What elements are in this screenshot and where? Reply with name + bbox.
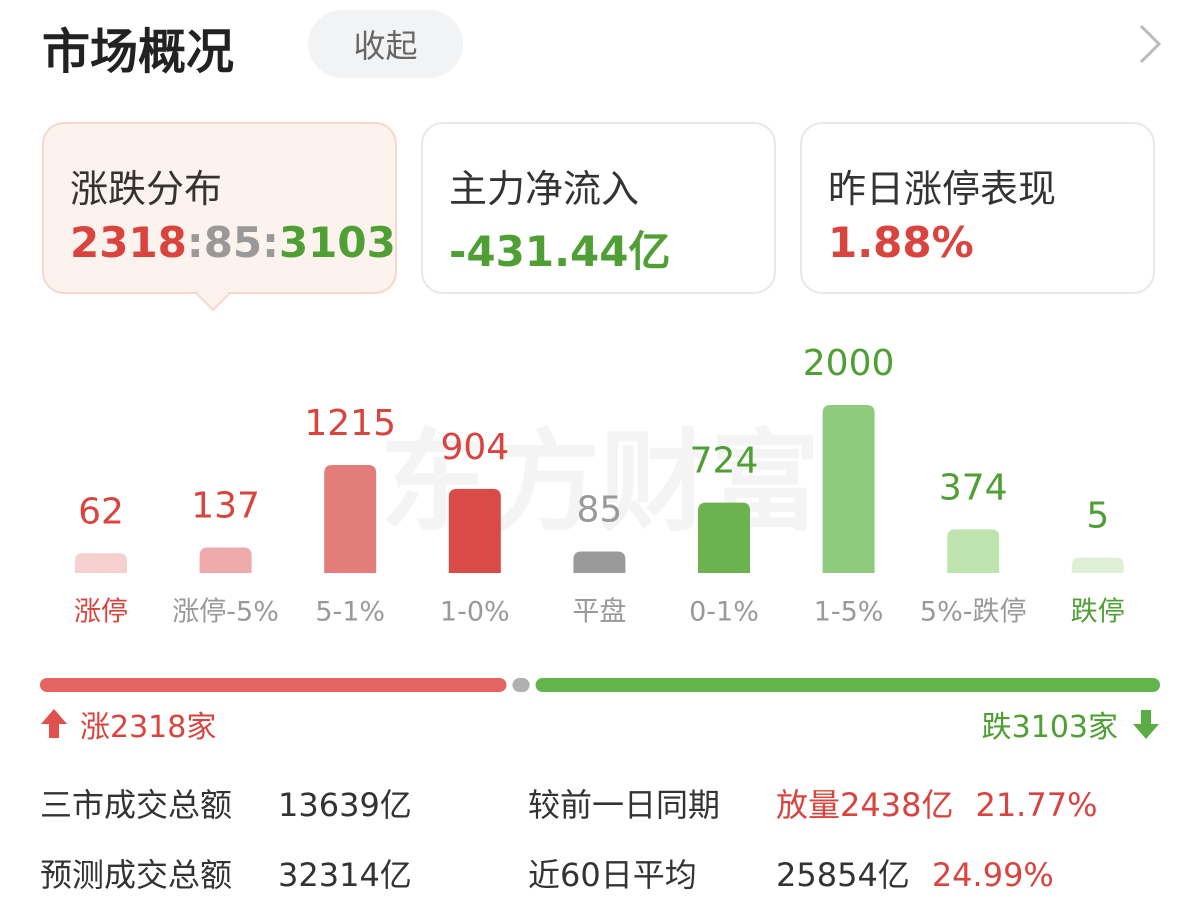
value-label: 904 xyxy=(440,427,509,468)
up-arrow-icon xyxy=(41,709,67,738)
breadth-segment xyxy=(40,678,507,692)
card-label: 昨日涨停表现 xyxy=(828,167,1057,211)
stat-value: 25854亿 24.99% xyxy=(776,850,1054,896)
value-label: 85 xyxy=(576,489,622,530)
card-label: 主力净流入 xyxy=(449,167,640,211)
stat-percent: 21.77% xyxy=(975,786,1098,824)
bar xyxy=(822,405,875,573)
value-label: 1215 xyxy=(304,403,396,444)
title: 市场概况 xyxy=(42,24,235,80)
value-label: 137 xyxy=(191,486,260,527)
category-label: 5-1% xyxy=(315,597,385,628)
down-count: 3103 xyxy=(278,218,396,267)
flat-count: 85 xyxy=(203,218,263,267)
card-value: 2318:85:3103 xyxy=(70,218,396,267)
category-label: 0-1% xyxy=(689,597,759,628)
chart: 东方财富 62涨停137涨停-5%12155-1%9041-0%85平盘7240… xyxy=(74,343,1125,628)
stat-label: 近60日平均 xyxy=(528,856,697,894)
bar xyxy=(1071,557,1124,573)
value-label: 2000 xyxy=(803,343,895,384)
value-label: 5 xyxy=(1086,496,1109,537)
stat-percent: 24.99% xyxy=(931,856,1054,894)
card-pointer xyxy=(196,292,230,312)
card[interactable]: 涨跌分布 2318:85:3103 xyxy=(42,122,397,294)
category-label: 平盘 xyxy=(572,597,626,628)
breadth-segment xyxy=(535,678,1160,692)
bar xyxy=(324,465,377,573)
card-label: 涨跌分布 xyxy=(70,167,223,211)
bar xyxy=(199,547,252,573)
stat-change: 放量2438亿 xyxy=(776,786,954,824)
stat-average: 25854亿 xyxy=(776,856,910,894)
category-label: 1-0% xyxy=(440,597,510,628)
value-label: 374 xyxy=(939,467,1008,508)
category-label: 涨停-5% xyxy=(172,597,279,628)
up-label: 涨2318家 xyxy=(80,710,217,745)
collapse-button[interactable]: 收起 xyxy=(308,10,463,78)
stat-label: 三市成交总额 xyxy=(40,786,233,824)
stat-value: 放量2438亿 21.77% xyxy=(776,780,1097,826)
down-arrow-icon xyxy=(1133,710,1159,739)
category-label: 涨停 xyxy=(74,597,128,628)
down-label: 跌3103家 xyxy=(981,710,1118,745)
stat-label: 预测成交总额 xyxy=(40,856,233,894)
breadth-segment xyxy=(512,678,530,692)
card-value: -431.44亿 xyxy=(449,227,671,276)
bar xyxy=(75,553,127,573)
up-count: 2318 xyxy=(70,218,187,267)
stat-value: 13639亿 xyxy=(278,786,412,824)
bar xyxy=(698,502,750,573)
card[interactable]: 主力净流入 -431.44亿 xyxy=(421,122,776,294)
stat-value: 32314亿 xyxy=(278,856,412,894)
bar xyxy=(448,488,501,573)
chevron-icon[interactable] xyxy=(1135,22,1165,66)
separator: : xyxy=(262,218,279,267)
card[interactable]: 昨日涨停表现 1.88% xyxy=(800,122,1155,294)
bar xyxy=(573,551,626,573)
separator: : xyxy=(186,218,204,267)
stat-label: 较前一日同期 xyxy=(528,786,721,824)
category-label: 跌停 xyxy=(1071,597,1125,628)
value-label: 724 xyxy=(690,441,759,482)
bar xyxy=(947,529,1000,573)
card-value: 1.88% xyxy=(828,218,974,267)
category-label: 1-5% xyxy=(814,597,884,628)
breadth-bar xyxy=(40,678,1160,692)
value-label: 62 xyxy=(78,491,124,532)
category-label: 5%-跌停 xyxy=(920,597,1027,628)
